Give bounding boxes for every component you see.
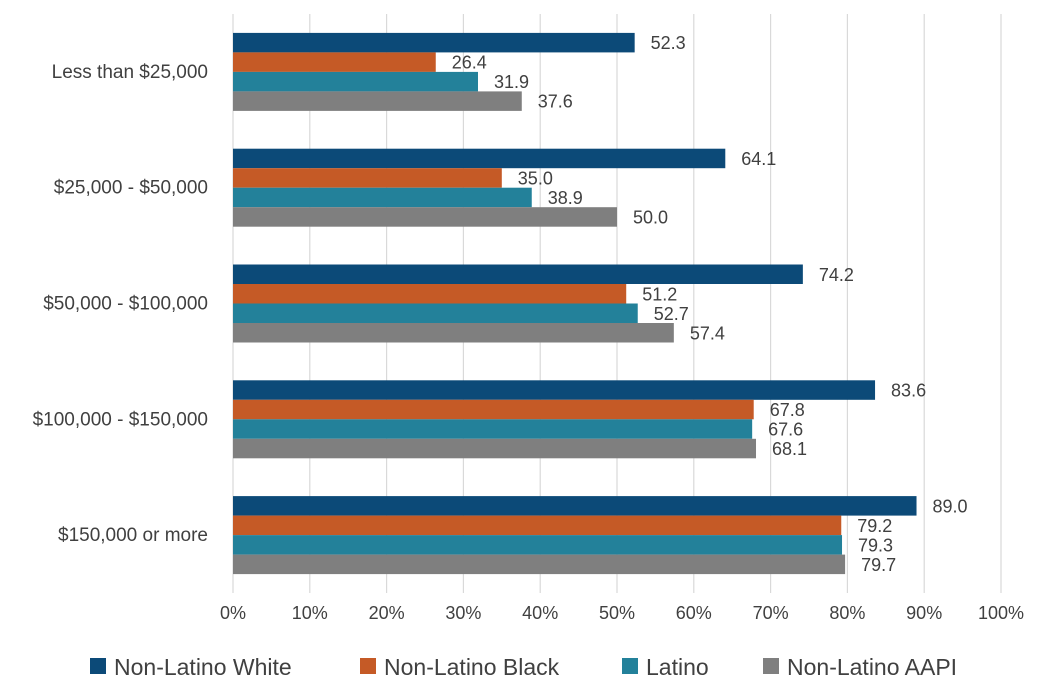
x-tick-label: 0% bbox=[220, 603, 246, 623]
data-label: 51.2 bbox=[642, 284, 677, 304]
data-label: 79.3 bbox=[858, 535, 893, 555]
bar bbox=[233, 284, 627, 304]
data-label: 37.6 bbox=[538, 92, 573, 112]
data-label: 79.7 bbox=[861, 555, 896, 575]
data-label: 52.7 bbox=[654, 304, 689, 324]
x-tick-label: 10% bbox=[292, 603, 328, 623]
legend-swatch bbox=[763, 658, 779, 674]
legend-entry: Non-Latino AAPI bbox=[787, 654, 957, 680]
data-label: 38.9 bbox=[548, 188, 583, 208]
bar bbox=[233, 496, 917, 516]
bar bbox=[233, 32, 635, 53]
x-tick-label: 40% bbox=[522, 603, 558, 623]
category-label: $50,000 - $100,000 bbox=[43, 294, 208, 315]
bar bbox=[233, 168, 502, 188]
data-label: 52.3 bbox=[651, 33, 686, 53]
data-label: 89.0 bbox=[933, 496, 968, 516]
value-axis: 0% 10% 20% 30% 40% 50% 60% 70% 80% 90% 100% bbox=[220, 603, 1024, 623]
x-tick-label: 50% bbox=[599, 603, 635, 623]
x-tick-label: 70% bbox=[753, 603, 789, 623]
x-tick-label: 80% bbox=[829, 603, 865, 623]
legend-entry: Non-Latino White bbox=[114, 654, 292, 680]
data-label: 57.4 bbox=[690, 323, 725, 343]
bar bbox=[233, 323, 674, 343]
legend-entry: Non-Latino Black bbox=[384, 654, 560, 680]
x-tick-label: 60% bbox=[676, 603, 712, 623]
bar bbox=[233, 264, 803, 284]
category-axis: Less than $25,000 $25,000 - $50,000 $50,00… bbox=[33, 62, 208, 546]
bar bbox=[233, 187, 532, 208]
bar bbox=[233, 399, 754, 420]
x-tick-label: 90% bbox=[906, 603, 942, 623]
data-label: 79.2 bbox=[857, 516, 892, 536]
bar bbox=[233, 303, 638, 323]
bar bbox=[233, 515, 842, 536]
data-label: 50.0 bbox=[633, 207, 668, 227]
bars bbox=[233, 32, 917, 575]
bar bbox=[233, 52, 436, 72]
data-label: 31.9 bbox=[494, 72, 529, 92]
bar bbox=[233, 554, 846, 575]
data-label: 68.1 bbox=[772, 439, 807, 459]
data-label: 83.6 bbox=[891, 381, 926, 401]
legend-swatch bbox=[90, 658, 106, 674]
data-label: 67.8 bbox=[770, 400, 805, 420]
x-tick-label: 30% bbox=[445, 603, 481, 623]
bar bbox=[233, 419, 753, 439]
x-tick-label: 20% bbox=[369, 603, 405, 623]
legend: Non-Latino White Non-Latino Black Latino No… bbox=[90, 654, 957, 680]
bar bbox=[233, 71, 478, 92]
bar bbox=[233, 535, 843, 555]
data-label: 74.2 bbox=[819, 265, 854, 285]
legend-swatch bbox=[360, 658, 376, 674]
bar bbox=[233, 148, 726, 169]
x-tick-label: 100% bbox=[978, 603, 1024, 623]
category-label: Less than $25,000 bbox=[52, 62, 208, 83]
category-label: $150,000 or more bbox=[58, 525, 208, 546]
data-label: 64.1 bbox=[741, 149, 776, 169]
bar bbox=[233, 91, 522, 111]
bar bbox=[233, 380, 876, 400]
legend-swatch bbox=[622, 658, 638, 674]
data-label: 67.6 bbox=[768, 420, 803, 440]
category-label: $25,000 - $50,000 bbox=[54, 178, 208, 199]
bar bbox=[233, 207, 617, 227]
legend-entry: Latino bbox=[646, 654, 709, 680]
data-label: 26.4 bbox=[452, 53, 487, 73]
bar bbox=[233, 438, 757, 459]
data-labels: 52.3 26.4 31.9 37.6 64.1 35.038.9 50.0 74.2 51.2… bbox=[452, 33, 968, 575]
category-label: $100,000 - $150,000 bbox=[33, 409, 208, 430]
data-label: 35.0 bbox=[518, 168, 553, 188]
